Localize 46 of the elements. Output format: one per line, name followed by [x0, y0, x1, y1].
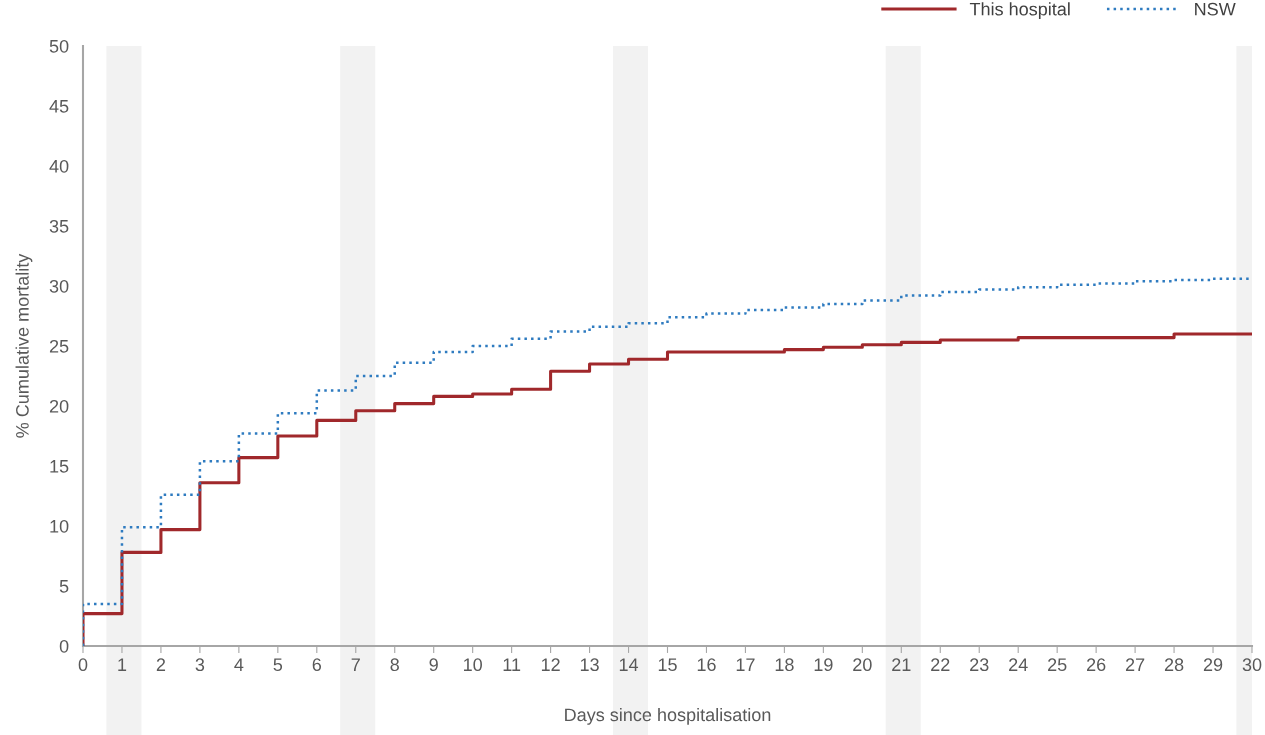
- x-tick-label: 22: [931, 658, 950, 671]
- y-tick-label: 45: [49, 100, 69, 113]
- x-tick-label: 25: [1048, 658, 1067, 672]
- x-tick-label: 3: [195, 658, 205, 672]
- y-tick-label: 20: [49, 399, 69, 413]
- x-tick-label: 15: [658, 658, 677, 672]
- x-tick-label: 6: [312, 658, 322, 672]
- x-tick-label: 23: [970, 658, 989, 672]
- x-tick-label: 28: [1164, 658, 1184, 672]
- legend-label: This hospital: [969, 2, 1070, 20]
- y-tick-label: 5: [59, 580, 69, 593]
- y-tick-label: 15: [50, 460, 69, 473]
- x-tick-label: 0: [78, 658, 88, 672]
- x-tick-label: 18: [775, 658, 794, 672]
- x-tick-label: 9: [429, 658, 438, 672]
- y-tick-label: 10: [50, 519, 69, 533]
- legend-label: NSW: [1195, 2, 1236, 16]
- x-tick-label: 29: [1203, 658, 1223, 672]
- x-tick-label: 14: [619, 658, 639, 671]
- y-tick-label: 50: [49, 39, 69, 53]
- x-tick-label: 30: [1242, 658, 1262, 672]
- x-tick-label: 1: [118, 658, 127, 671]
- x-axis-title: Days since hospitalisation: [565, 707, 771, 725]
- x-tick-label: 21: [892, 658, 911, 671]
- x-tick-label: 26: [1087, 658, 1106, 672]
- x-tick-label: 27: [1125, 658, 1145, 671]
- y-tick-label: 30: [49, 279, 69, 293]
- x-tick-label: 12: [541, 658, 560, 671]
- y-axis-title: % Cumulative mortality: [15, 253, 33, 438]
- x-tick-label: 10: [464, 658, 482, 672]
- y-tick-label: 25: [49, 339, 69, 353]
- x-tick-label: 24: [1009, 658, 1028, 671]
- x-tick-label: 16: [697, 658, 716, 672]
- x-tick-label: 2: [156, 658, 166, 671]
- x-tick-label: 17: [736, 658, 755, 671]
- x-tick-label: 8: [390, 658, 399, 672]
- x-tick-label: 5: [273, 658, 283, 672]
- y-tick-label: 35: [49, 219, 69, 233]
- x-tick-label: 4: [234, 658, 244, 671]
- y-tick-label: 40: [49, 159, 69, 173]
- x-tick-label: 7: [351, 658, 360, 671]
- x-tick-label: 13: [580, 658, 599, 672]
- x-tick-label: 11: [503, 658, 521, 671]
- x-tick-label: 20: [853, 658, 872, 672]
- x-tick-label: 19: [814, 658, 833, 672]
- y-tick-label: 0: [59, 639, 69, 653]
